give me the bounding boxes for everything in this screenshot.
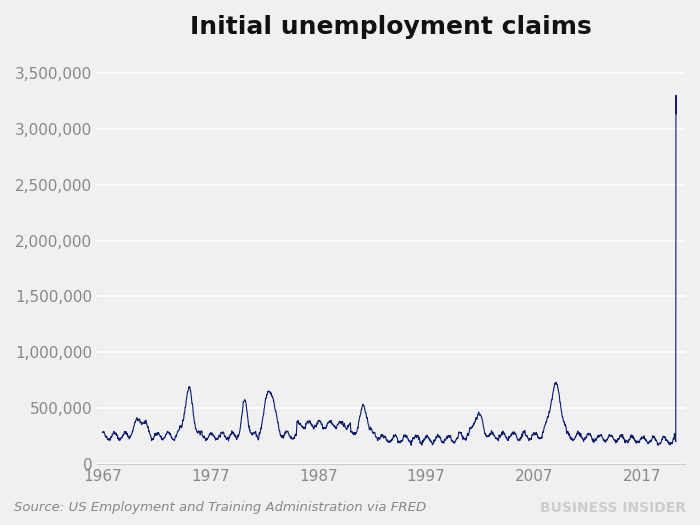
- Text: Source: US Employment and Training Administration via FRED: Source: US Employment and Training Admin…: [14, 501, 426, 514]
- Text: BUSINESS INSIDER: BUSINESS INSIDER: [540, 500, 686, 514]
- Title: Initial unemployment claims: Initial unemployment claims: [190, 15, 592, 39]
